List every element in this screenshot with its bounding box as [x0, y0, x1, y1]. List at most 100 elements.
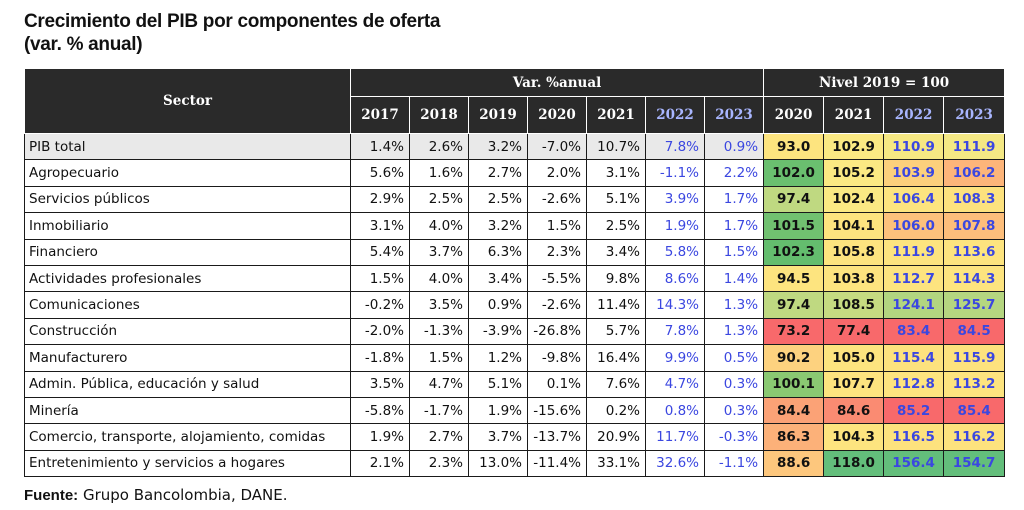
sector-label: Comercio, transporte, alojamiento, comid…: [24, 423, 351, 451]
table-body: PIB total 1.4% 2.6% 3.2% -7.0% 10.7% 7.8% 0.9% 9…: [24, 132, 1006, 478]
var-cell: 13.0%: [468, 449, 528, 478]
var-cell: 3.9%: [645, 185, 705, 214]
table-row: Comercio, transporte, alojamiento, comid…: [24, 423, 1006, 451]
level-cell: 84.4: [763, 396, 825, 425]
var-cell: -15.6%: [527, 396, 587, 425]
var-cell: -2.0%: [350, 317, 410, 346]
level-cell: 94.5: [763, 264, 825, 293]
level-year-header: 2021: [823, 96, 885, 134]
sector-label: Entretenimiento y servicios a hogares: [24, 449, 351, 478]
level-cell: 104.3: [823, 423, 885, 451]
table-row: Comunicaciones -0.2% 3.5% 0.9% -2.6% 11.4% 14.…: [24, 291, 1006, 319]
level-cell: 106.0: [883, 212, 945, 240]
table-row: Agropecuario 5.6% 1.6% 2.7% 2.0% 3.1% -1.1% 2.2…: [24, 159, 1006, 187]
var-cell: 2.0%: [527, 159, 587, 187]
level-cell: 112.8: [883, 370, 945, 398]
var-year-header: 2023: [703, 96, 765, 134]
var-cell: 2.1%: [350, 449, 410, 478]
level-cell: 102.0: [763, 159, 825, 187]
sector-label: Manufacturero: [24, 344, 351, 372]
chart-title: Crecimiento del PIB por componentes de o…: [24, 10, 441, 56]
sector-label: Construcción: [24, 317, 351, 346]
var-cell: 11.4%: [586, 291, 646, 319]
level-cell: 105.8: [823, 238, 885, 266]
level-cell: 105.2: [823, 159, 885, 187]
level-cell: 113.2: [943, 370, 1006, 398]
var-cell: 5.1%: [468, 370, 528, 398]
var-cell: 7.6%: [586, 370, 646, 398]
level-cell: 115.4: [883, 344, 945, 372]
var-cell: 32.6%: [645, 449, 705, 478]
table-row: Construcción -2.0% -1.3% -3.9% -26.8% 5.7% 7.8…: [24, 317, 1006, 346]
var-cell: 1.3%: [703, 317, 765, 346]
sector-label: Comunicaciones: [24, 291, 351, 319]
level-cell: 116.2: [943, 423, 1006, 451]
var-cell: 9.8%: [586, 264, 646, 293]
title-line-2: (var. % anual): [24, 34, 143, 55]
var-cell: 3.7%: [409, 238, 469, 266]
var-year-header: 2017: [350, 96, 410, 134]
var-cell: 0.3%: [703, 370, 765, 398]
var-cell: 3.5%: [350, 370, 410, 398]
level-cell: 114.3: [943, 264, 1006, 293]
sector-label: Servicios públicos: [24, 185, 351, 214]
var-cell: 2.9%: [350, 185, 410, 214]
var-cell: 1.6%: [409, 159, 469, 187]
level-cell: 118.0: [823, 449, 885, 478]
var-cell: 3.4%: [586, 238, 646, 266]
gdp-table: Sector Var. %anual Nivel 2019 = 100 2017…: [24, 68, 1006, 478]
var-cell: -5.5%: [527, 264, 587, 293]
var-cell: -3.9%: [468, 317, 528, 346]
var-cell: 3.4%: [468, 264, 528, 293]
var-cell: 4.0%: [409, 264, 469, 293]
var-cell: 2.5%: [586, 212, 646, 240]
level-cell: 93.0: [763, 132, 825, 161]
var-cell: 2.7%: [468, 159, 528, 187]
var-year-header: 2022: [645, 96, 705, 134]
var-cell: 1.5%: [527, 212, 587, 240]
level-cell: 111.9: [943, 132, 1006, 161]
var-year-header: 2019: [468, 96, 528, 134]
level-cell: 124.1: [883, 291, 945, 319]
table-row: Admin. Pública, educación y salud 3.5% 4.7…: [24, 370, 1006, 398]
var-cell: 8.6%: [645, 264, 705, 293]
table-row: Servicios públicos 2.9% 2.5% 2.5% -2.6% 5.1% 3…: [24, 185, 1006, 214]
var-cell: -1.1%: [703, 449, 765, 478]
level-cell: 102.9: [823, 132, 885, 161]
level-cell: 102.3: [763, 238, 825, 266]
var-cell: 4.0%: [409, 212, 469, 240]
level-cell: 100.1: [763, 370, 825, 398]
level-cell: 103.9: [883, 159, 945, 187]
var-cell: 7.8%: [645, 132, 705, 161]
var-cell: 1.7%: [703, 212, 765, 240]
var-cell: 1.4%: [703, 264, 765, 293]
var-cell: 5.6%: [350, 159, 410, 187]
var-cell: 1.4%: [350, 132, 410, 161]
var-cell: -2.6%: [527, 291, 587, 319]
var-cell: 33.1%: [586, 449, 646, 478]
var-cell: -1.1%: [645, 159, 705, 187]
sector-label: Actividades profesionales: [24, 264, 351, 293]
var-cell: -9.8%: [527, 344, 587, 372]
sector-header: Sector: [24, 68, 351, 134]
var-cell: 20.9%: [586, 423, 646, 451]
var-cell: 0.1%: [527, 370, 587, 398]
var-cell: 3.5%: [409, 291, 469, 319]
level-cell: 116.5: [883, 423, 945, 451]
level-cell: 115.9: [943, 344, 1006, 372]
var-cell: 2.5%: [468, 185, 528, 214]
table-row: Minería -5.8% -1.7% 1.9% -15.6% 0.2% 0.8% 0.3% 8…: [24, 396, 1006, 425]
sector-label: Admin. Pública, educación y salud: [24, 370, 351, 398]
level-cell: 112.7: [883, 264, 945, 293]
level-cell: 107.7: [823, 370, 885, 398]
level-cell: 88.6: [763, 449, 825, 478]
level-cell: 77.4: [823, 317, 885, 346]
sector-label: Agropecuario: [24, 159, 351, 187]
var-cell: 10.7%: [586, 132, 646, 161]
var-cell: 0.2%: [586, 396, 646, 425]
var-cell: 3.7%: [468, 423, 528, 451]
var-cell: -1.8%: [350, 344, 410, 372]
var-cell: -0.2%: [350, 291, 410, 319]
var-cell: -13.7%: [527, 423, 587, 451]
level-cell: 97.4: [763, 291, 825, 319]
